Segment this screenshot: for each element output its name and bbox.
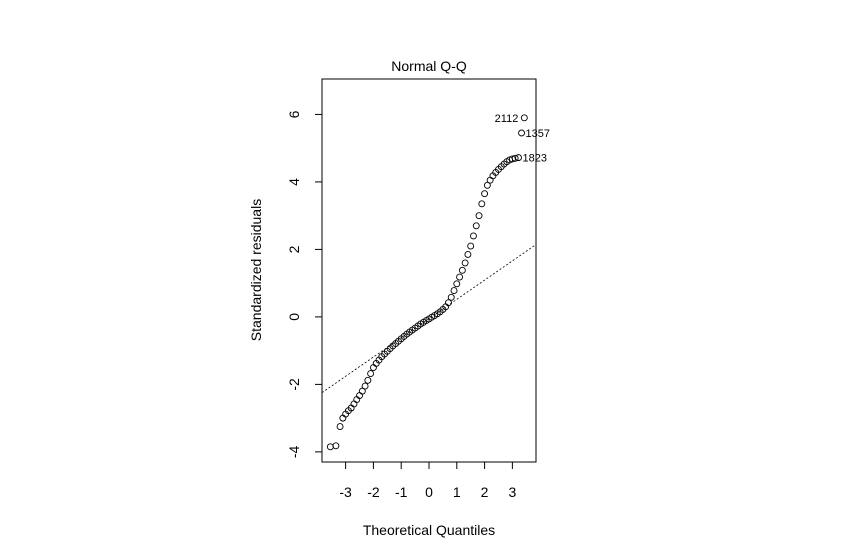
qq-reference-line xyxy=(321,244,537,393)
y-tick-label: -4 xyxy=(286,445,302,458)
points-layer xyxy=(326,114,528,451)
data-point xyxy=(336,423,344,431)
y-tick-label: 0 xyxy=(286,313,302,321)
data-point xyxy=(475,212,483,220)
data-point xyxy=(472,222,480,230)
data-point xyxy=(450,287,458,295)
data-point xyxy=(367,370,375,378)
y-tick-label: 4 xyxy=(286,178,302,186)
data-point xyxy=(464,251,472,258)
outlier-label: 1357 xyxy=(526,128,550,140)
data-point xyxy=(483,181,491,189)
data-point xyxy=(447,293,455,301)
outlier-label: 1823 xyxy=(522,153,546,165)
data-point xyxy=(326,443,334,451)
x-tick-label: -2 xyxy=(367,484,380,500)
data-point xyxy=(453,280,461,288)
data-point xyxy=(478,200,486,208)
data-point xyxy=(456,273,464,281)
data-point xyxy=(332,442,340,450)
x-axis-title: Theoretical Quantiles xyxy=(363,522,495,538)
data-point xyxy=(461,259,469,267)
outlier-labels: 1823 1357 2112 xyxy=(495,113,550,165)
data-point xyxy=(518,129,525,137)
data-point xyxy=(515,154,522,162)
x-tick-label: -3 xyxy=(339,484,352,500)
data-point xyxy=(445,299,452,307)
outlier-label: 2112 xyxy=(495,113,519,125)
y-tick-label: 2 xyxy=(286,245,302,253)
data-point xyxy=(511,154,519,162)
plot-frame xyxy=(321,78,537,463)
x-tick-label: 2 xyxy=(481,484,489,500)
data-point xyxy=(358,387,366,395)
y-tick-label: 6 xyxy=(286,110,302,118)
y-tick-label: -2 xyxy=(286,378,302,391)
chart-title: Normal Q-Q xyxy=(391,58,467,74)
y-axis: -4 -2 0 2 4 6 xyxy=(286,110,323,458)
x-axis: -3 -2 -1 0 1 2 3 xyxy=(339,461,516,500)
data-point xyxy=(361,382,369,390)
data-point xyxy=(458,266,466,274)
data-point xyxy=(520,114,528,122)
y-axis-title: Standardized residuals xyxy=(248,199,264,341)
x-tick-label: 3 xyxy=(508,484,516,500)
data-point xyxy=(467,242,475,250)
x-tick-label: 0 xyxy=(425,484,433,500)
data-point xyxy=(486,176,494,184)
x-tick-label: -1 xyxy=(395,484,408,500)
data-point xyxy=(481,190,489,198)
data-point xyxy=(470,232,477,240)
x-tick-label: 1 xyxy=(453,484,461,500)
data-point xyxy=(364,376,372,384)
